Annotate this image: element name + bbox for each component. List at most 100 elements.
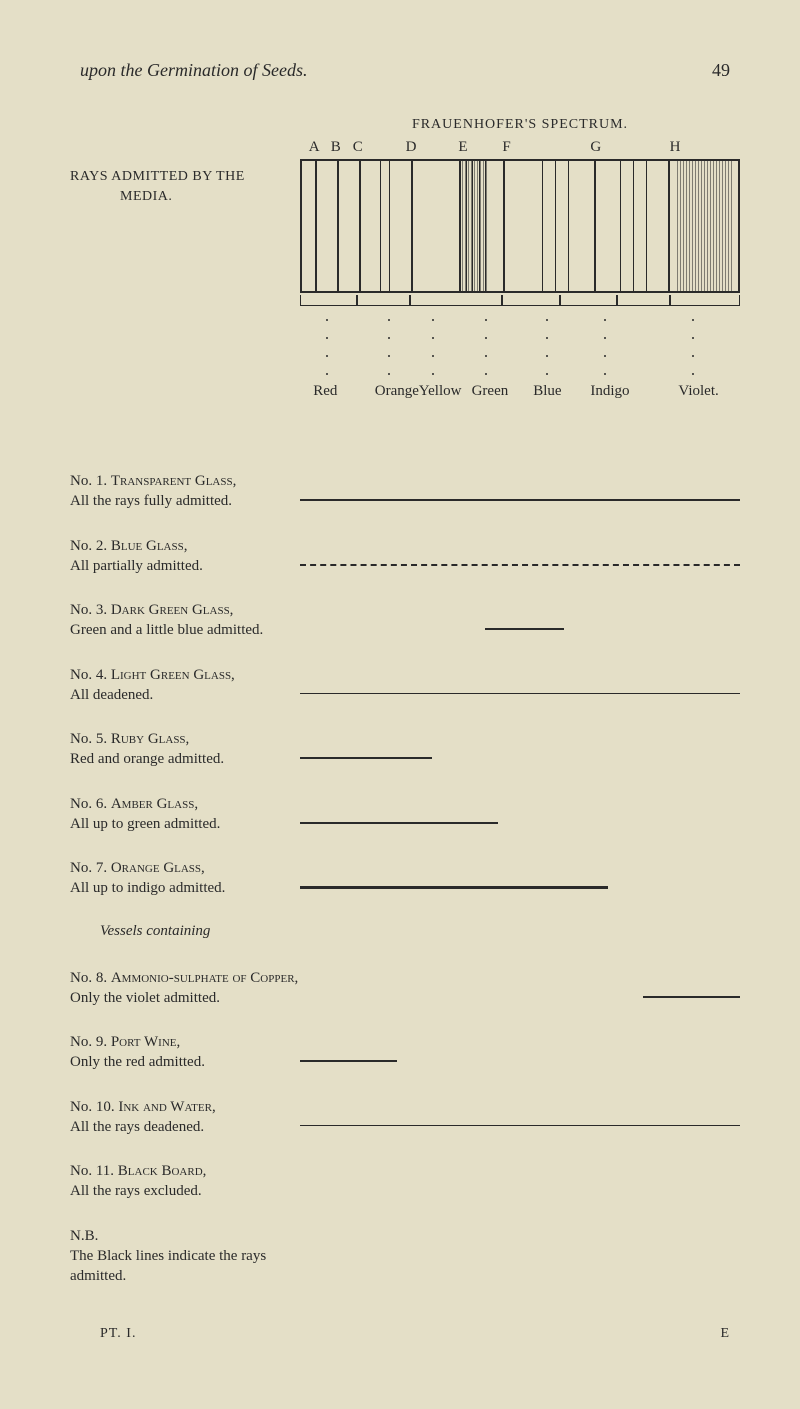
entry-text: No. 1. Transparent Glass,All the rays fu…: [70, 471, 300, 512]
entry-text: No. 7. Orange Glass,All up to indigo adm…: [70, 858, 300, 899]
entry: No. 7. Orange Glass,All up to indigo adm…: [70, 858, 740, 899]
entry-text: No. 4. Light Green Glass,All deadened.: [70, 665, 300, 706]
entry-line-slot: [300, 536, 740, 577]
brace: [670, 295, 740, 306]
rays-line: [300, 1125, 740, 1126]
spectrum-line: [359, 161, 361, 291]
dot-leader: [485, 319, 487, 375]
dot-leader: [326, 319, 328, 375]
spectrum-line: [380, 161, 381, 291]
dot-leader: [604, 319, 606, 375]
entry: No. 3. Dark Green Glass,Green and a litt…: [70, 600, 740, 641]
entry: No. 4. Light Green Glass,All deadened.: [70, 665, 740, 706]
entry-line-slot: [300, 858, 740, 899]
fraunhofer-letter: G: [590, 139, 601, 156]
rays-line: [300, 886, 608, 889]
entry-line-slot: [300, 1226, 740, 1287]
dotted-leaders: [300, 319, 740, 375]
spectrum-line: [411, 161, 413, 291]
spectrum-line: [633, 161, 634, 291]
entry-text: No. 2. Blue Glass,All partially admitted…: [70, 536, 300, 577]
spectrum-braces: [300, 295, 740, 313]
entry-line-slot: [300, 1097, 740, 1138]
entry-line-slot: [300, 600, 740, 641]
rays-line: [300, 1060, 397, 1062]
dot-leader: [432, 319, 434, 375]
entry: N.B.The Black lines indicate the rays ad…: [70, 1226, 740, 1287]
rays-admitted-label: RAYS ADMITTED BY THE MEDIA.: [70, 167, 300, 206]
fraunhofer-letter: D: [406, 139, 417, 156]
brace: [560, 295, 617, 306]
fraunhofer-letters: ABC D E F G H: [300, 139, 740, 159]
entry-text: No. 9. Port Wine,Only the red admitted.: [70, 1032, 300, 1073]
spectrum-line: [389, 161, 390, 291]
spectrum-line: [594, 161, 596, 291]
fraunhofer-letter: B: [331, 139, 341, 156]
spectrum-hatch: [677, 161, 734, 291]
vessels-heading: Vessels containing: [100, 923, 740, 940]
rays-line: [300, 693, 740, 694]
brace: [617, 295, 670, 306]
entry: No. 8. Ammonio-sulphate of Copper,Only t…: [70, 968, 740, 1009]
entry-line-slot: [300, 665, 740, 706]
entry: No. 10. Ink and Water,All the rays deade…: [70, 1097, 740, 1138]
dot-leader: [546, 319, 548, 375]
entry: No. 9. Port Wine,Only the red admitted.: [70, 1032, 740, 1073]
dot-leader: [388, 319, 390, 375]
spectrum-line: [568, 161, 569, 291]
page-footer: PT. I. E: [70, 1326, 740, 1342]
entry-line-slot: [300, 729, 740, 770]
color-label: Green: [472, 383, 509, 400]
entry-text: No. 11. Black Board,All the rays exclude…: [70, 1161, 300, 1202]
entry-line-slot: [300, 1161, 740, 1202]
rays-line: [300, 499, 740, 501]
brace: [300, 295, 357, 306]
brace: [357, 295, 410, 306]
entry: No. 11. Black Board,All the rays exclude…: [70, 1161, 740, 1202]
spectrum-line: [646, 161, 647, 291]
color-label: Violet.: [678, 383, 718, 400]
entry-text: No. 3. Dark Green Glass,Green and a litt…: [70, 600, 300, 641]
spectrum-diagram: [300, 159, 740, 293]
entry-line-slot: [300, 471, 740, 512]
top-section: RAYS ADMITTED BY THE MEDIA. FRAUENHOFER'…: [70, 117, 740, 443]
entry-text: N.B.The Black lines indicate the rays ad…: [70, 1226, 300, 1287]
spectrum-line: [542, 161, 543, 291]
fraunhofer-letter: H: [670, 139, 681, 156]
spectrum-line: [668, 161, 670, 291]
entry-text: No. 6. Amber Glass,All up to green admit…: [70, 794, 300, 835]
page-number: 49: [712, 60, 730, 81]
color-label: Yellow: [419, 383, 462, 400]
color-label: Indigo: [590, 383, 629, 400]
entry-text: No. 8. Ammonio-sulphate of Copper,Only t…: [70, 968, 300, 1009]
entry: No. 2. Blue Glass,All partially admitted…: [70, 536, 740, 577]
brace: [410, 295, 502, 306]
fraunhofer-letter: C: [353, 139, 363, 156]
color-labels: RedOrangeYellowGreenBlueIndigoViolet.: [300, 383, 740, 443]
running-head: upon the Germination of Seeds. 49: [70, 60, 740, 81]
entry: No. 6. Amber Glass,All up to green admit…: [70, 794, 740, 835]
glass-entries: No. 1. Transparent Glass,All the rays fu…: [70, 471, 740, 899]
fraunhofer-letter: F: [502, 139, 510, 156]
color-label: Blue: [533, 383, 561, 400]
rays-line: [485, 628, 564, 630]
spectrum-line: [337, 161, 339, 291]
footer-left: PT. I.: [100, 1326, 136, 1342]
running-title: upon the Germination of Seeds.: [80, 60, 307, 81]
spectrum-line: [555, 161, 556, 291]
entry-line-slot: [300, 1032, 740, 1073]
footer-right: E: [720, 1326, 730, 1342]
vessel-entries: No. 8. Ammonio-sulphate of Copper,Only t…: [70, 968, 740, 1287]
rays-line: [300, 757, 432, 759]
brace: [502, 295, 559, 306]
entry: No. 5. Ruby Glass,Red and orange admitte…: [70, 729, 740, 770]
fraunhofer-letter: A: [309, 139, 320, 156]
spectrum-title: FRAUENHOFER'S SPECTRUM.: [300, 117, 740, 133]
dot-leader: [692, 319, 694, 375]
spectrum-line: [315, 161, 317, 291]
entry-line-slot: [300, 794, 740, 835]
color-label: Red: [313, 383, 337, 400]
entry: No. 1. Transparent Glass,All the rays fu…: [70, 471, 740, 512]
rays-line: [300, 822, 498, 824]
fraunhofer-letter: E: [458, 139, 467, 156]
